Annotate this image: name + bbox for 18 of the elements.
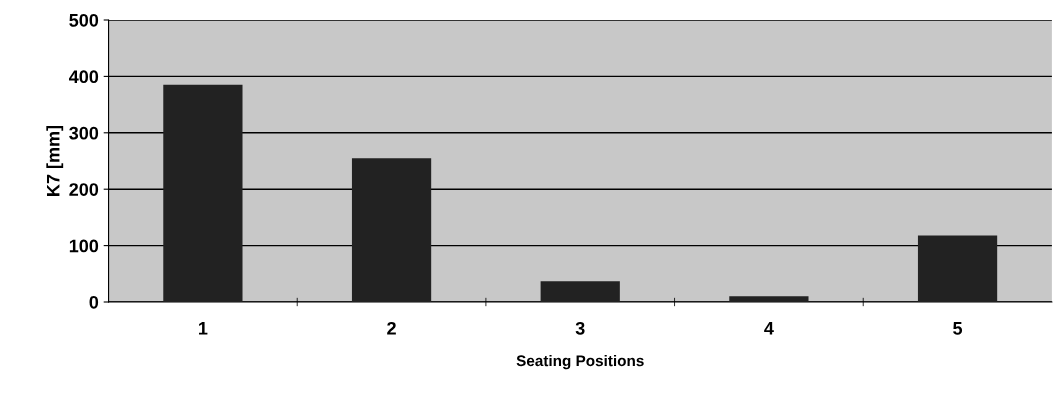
y-tick-label: 100 <box>69 239 99 253</box>
x-tick-label: 1 <box>199 322 208 335</box>
x-tick-label: 3 <box>575 321 585 335</box>
bar <box>729 296 809 302</box>
y-tick-label: 300 <box>69 126 99 140</box>
y-axis-title: K7 [mm] <box>46 125 64 196</box>
y-tick-label: 200 <box>69 183 99 196</box>
x-tick-label: 4 <box>764 322 774 335</box>
y-tick-label: 400 <box>68 70 99 84</box>
x-axis-title: Seating Positions <box>516 354 644 370</box>
x-tick-label: 2 <box>387 321 396 335</box>
x-tick-label: 5 <box>953 322 963 335</box>
bar <box>351 158 432 302</box>
bar <box>163 84 243 302</box>
y-tick-label: 500 <box>69 13 99 27</box>
bar <box>917 235 998 302</box>
y-tick-label: 0 <box>89 295 99 309</box>
bar <box>540 281 620 302</box>
